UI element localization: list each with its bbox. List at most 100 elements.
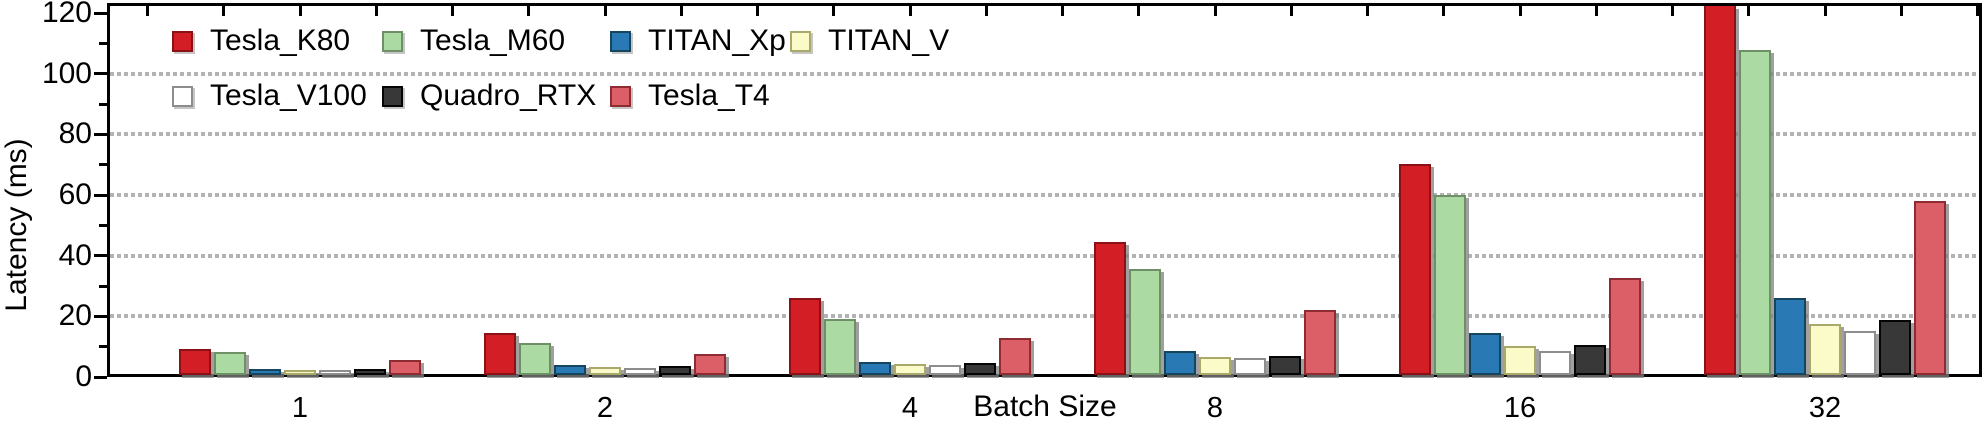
top-tick [1747,6,1751,16]
bar-Tesla_T4-batch-2 [694,353,726,375]
bar-TITAN_Xp-batch-2 [554,365,586,375]
legend-swatch-TITAN_V-icon [790,30,811,52]
bar-Quadro_RTX-batch-16 [1574,345,1606,375]
x-tick-label-32: 32 [1808,392,1842,424]
top-tick [679,6,683,16]
legend-item-Tesla_V100: Tesla_V100 [172,79,367,113]
legend-swatch-Tesla_K80-icon [172,30,193,52]
y-major-tick [94,132,107,136]
bar-Quadro_RTX-batch-2 [659,366,691,375]
legend-item-TITAN_Xp: TITAN_Xp [610,24,786,58]
bar-TITAN_V-batch-4 [894,364,926,375]
top-tick [146,6,149,16]
top-tick [1061,6,1064,16]
x-tick-label-4: 4 [901,392,919,424]
y-axis-title: Latency (ms) [0,138,33,312]
legend-item-Tesla_K80: Tesla_K80 [172,24,350,58]
legend-swatch-Quadro_RTX-icon [382,85,403,107]
x-tick-label-2: 2 [596,392,614,424]
legend-label-Quadro_RTX: Quadro_RTX [420,79,597,112]
y-major-tick [94,11,107,15]
y-tick-label: 0 [75,360,92,393]
bar-Tesla_K80-batch-4 [789,297,821,375]
top-tick [527,6,531,16]
bar-TITAN_Xp-batch-4 [859,362,891,375]
bar-Tesla_M60-batch-2 [519,343,551,375]
y-tick-label: 20 [58,299,92,333]
bar-Tesla_K80-batch-16 [1399,164,1431,375]
top-tick [451,6,454,16]
bar-Tesla_T4-batch-16 [1609,277,1641,375]
bar-Tesla_V100-batch-8 [1234,358,1266,375]
bar-Tesla_T4-batch-32 [1914,201,1946,375]
legend-swatch-Tesla_V100-icon [172,85,193,107]
top-tick [908,6,912,16]
bar-Tesla_V100-batch-2 [624,368,656,375]
legend-swatch-Tesla_M60-icon [382,30,403,52]
legend-item-Tesla_T4: Tesla_T4 [610,79,770,113]
legend-item-Tesla_M60: Tesla_M60 [382,24,565,58]
gridline-60 [110,193,1979,197]
legend-label-Tesla_V100: Tesla_V100 [210,79,367,112]
top-tick [1671,6,1674,16]
gridline-20 [110,314,1979,319]
y-major-tick [94,375,107,379]
top-tick [1289,6,1293,16]
top-tick [374,6,378,16]
y-minor-tick [99,102,107,106]
legend-swatch-TITAN_Xp-icon [610,30,631,52]
gridline-80 [110,132,1979,137]
bar-Tesla_V100-batch-16 [1539,350,1571,375]
legend-label-Tesla_K80: Tesla_K80 [210,24,351,57]
legend-label-Tesla_M60: Tesla_M60 [420,24,566,57]
legend-label-TITAN_V: TITAN_V [828,24,950,57]
bar-TITAN_Xp-batch-1 [249,368,281,375]
bar-TITAN_Xp-batch-16 [1469,332,1501,375]
top-tick [1899,6,1903,16]
bar-TITAN_V-batch-2 [589,367,621,375]
plot-area-border [107,3,1982,377]
bar-TITAN_Xp-batch-32 [1774,297,1806,375]
top-tick [1518,6,1522,16]
bar-Tesla_M60-batch-1 [214,352,246,375]
bar-Tesla_M60-batch-32 [1739,50,1771,375]
top-tick [222,6,226,16]
bar-TITAN_V-batch-32 [1809,324,1841,375]
bar-TITAN_Xp-batch-8 [1164,350,1196,375]
y-tick-label: 40 [58,238,92,272]
y-minor-tick [99,223,107,227]
bar-Tesla_K80-batch-8 [1094,241,1126,375]
bar-Tesla_T4-batch-1 [389,359,421,375]
y-minor-tick [99,345,107,349]
x-tick-label-8: 8 [1206,392,1224,424]
bar-Tesla_V100-batch-4 [929,365,961,375]
gridline-40 [110,253,1979,258]
top-tick [1823,6,1827,16]
bar-Tesla_K80-batch-32 [1704,6,1736,375]
top-tick [1976,6,1979,16]
top-tick [1213,6,1217,16]
bar-Tesla_K80-batch-1 [179,349,211,375]
bar-TITAN_V-batch-1 [284,369,316,375]
top-tick [298,6,302,16]
bar-Quadro_RTX-batch-32 [1879,320,1911,375]
bar-TITAN_V-batch-16 [1504,346,1536,375]
bar-Tesla_T4-batch-4 [999,337,1031,375]
y-major-tick [94,72,107,76]
x-tick-label-16: 16 [1503,392,1537,424]
top-tick [756,6,759,16]
bar-TITAN_V-batch-8 [1199,356,1231,375]
bar-Tesla_M60-batch-16 [1434,194,1466,375]
y-minor-tick [99,163,107,167]
top-tick [603,6,607,16]
legend-swatch-Tesla_T4-icon [610,85,631,107]
top-tick [1137,6,1141,16]
legend-item-TITAN_V: TITAN_V [790,24,949,58]
bar-Quadro_RTX-batch-1 [354,368,386,375]
bar-Quadro_RTX-batch-4 [964,362,996,375]
y-tick-label: 60 [58,178,92,211]
bar-Quadro_RTX-batch-8 [1269,356,1301,375]
y-tick-label: 80 [58,117,92,151]
gridline-100 [110,71,1979,76]
